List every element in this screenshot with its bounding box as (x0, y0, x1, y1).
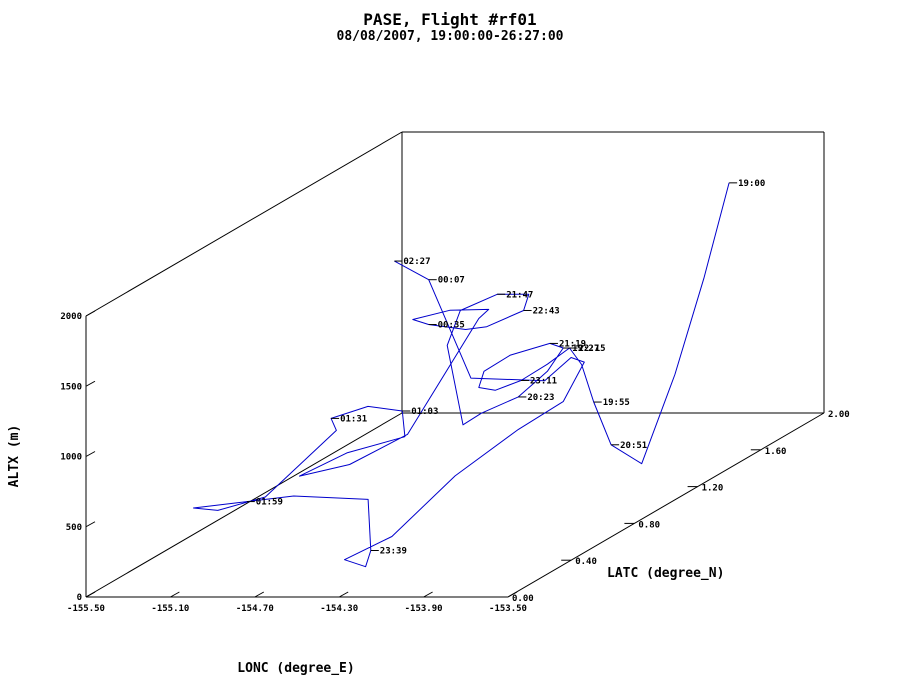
y-tick-label: 0.80 (638, 520, 660, 530)
z-tick-mark (85, 521, 96, 528)
time-annotations: 19:00 19:27 19:55 20:23 20:51 21:19 21:47 22:15… (246, 179, 765, 557)
z-tick-label: 500 (66, 523, 82, 533)
y-tick-label: 1.20 (702, 484, 724, 494)
time-annotation: 23:39 (380, 547, 407, 557)
x-tick-label: -155.50 (67, 604, 105, 614)
z-tick-label: 2000 (60, 312, 82, 322)
time-annotation: 01:59 (256, 498, 283, 508)
z-tick-mark (85, 380, 96, 387)
x-tick-label: -153.50 (489, 604, 527, 614)
y-tick-label: 0.00 (512, 594, 534, 604)
y-axis-line (507, 412, 825, 598)
time-annotation: 19:00 (738, 179, 765, 189)
time-annotation: 00:35 (438, 321, 465, 331)
time-annotation: 21:19 (559, 339, 586, 349)
x-tick-mark (338, 591, 349, 598)
z-tick-mark (85, 451, 96, 457)
top-left-edge (85, 131, 403, 317)
time-annotation: 19:27 (572, 344, 599, 354)
y-tick-label: 0.40 (575, 557, 597, 567)
time-annotation: 19:55 (603, 398, 630, 408)
z-tick-mark (85, 591, 96, 598)
z-axis-label: ALTX (m) (7, 425, 22, 488)
flight-track-line (193, 182, 730, 568)
x-tick-label: -155.10 (151, 604, 189, 614)
y-tick-label: 2.00 (828, 410, 850, 420)
x-axis-label: LONC (degree_E) (237, 661, 354, 676)
x-tick-mark (423, 591, 433, 598)
time-annotation: 01:03 (411, 407, 438, 417)
time-annotation: 21:47 (506, 290, 533, 300)
time-annotation: 20:23 (527, 393, 554, 403)
time-annotation: 00:07 (438, 276, 465, 286)
floor-left-edge (85, 412, 403, 598)
y-tick-label: 1.60 (765, 447, 787, 457)
x-tick-label: -153.90 (405, 604, 443, 614)
time-annotation: 22:15 (578, 344, 605, 354)
flight-track (193, 182, 730, 568)
x-tick-label: -154.70 (236, 604, 274, 614)
chart-subtitle: 08/08/2007, 19:00:00-26:27:00 (337, 29, 564, 44)
time-annotation: 02:27 (403, 257, 430, 267)
x-tick-mark (170, 591, 180, 598)
time-annotation: 22:43 (533, 306, 560, 316)
chart-title: PASE, Flight #rf01 (363, 10, 536, 29)
z-tick-label: 1000 (60, 453, 82, 463)
x-tick-label: -154.30 (320, 604, 358, 614)
time-annotation: 23:11 (530, 376, 557, 386)
z-tick-label: 1500 (60, 382, 82, 392)
y-axis-label: LATC (degree_N) (607, 566, 724, 581)
time-annotation: 01:31 (340, 414, 367, 424)
axis-ticks: -155.50 -155.10 -154.70 -154.30 -153.90 -153.… (60, 310, 850, 614)
z-tick-mark (85, 310, 96, 317)
z-tick-label: 0 (77, 593, 82, 603)
x-tick-mark (507, 591, 518, 598)
time-annotation: 20:51 (620, 441, 647, 451)
x-tick-mark (254, 591, 265, 598)
axes-box (85, 131, 825, 598)
